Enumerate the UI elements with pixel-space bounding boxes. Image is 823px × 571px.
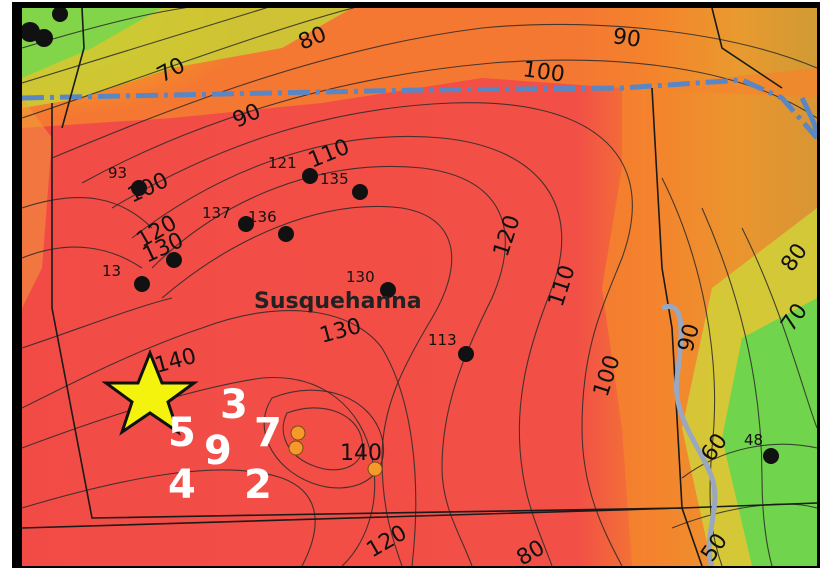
station-label: 136 <box>248 208 277 226</box>
station-label: 93 <box>108 164 127 182</box>
contour-lines <box>22 8 817 566</box>
station-dot <box>238 216 254 232</box>
contour-label: 90 <box>611 24 642 53</box>
contour-label: 100 <box>521 57 566 88</box>
station-dot-orange <box>367 461 383 477</box>
site-number: 5 <box>168 410 196 456</box>
stations: 93 121 135 137 136 13 130 113 48 <box>102 154 779 477</box>
state-boundary-dashed <box>22 77 817 140</box>
station-dot <box>352 184 368 200</box>
map-blob <box>35 29 53 47</box>
star-icon <box>101 348 199 436</box>
site-number: 3 <box>220 382 248 428</box>
station-dot <box>763 448 779 464</box>
station-dot <box>278 226 294 242</box>
station-label: 13 <box>102 262 121 280</box>
contour-map: 70 80 90 90 100 100 110 120 130 140 120 … <box>22 8 817 566</box>
station-dot <box>302 168 318 184</box>
site-number: 9 <box>204 428 232 474</box>
site-number: 7 <box>254 410 282 456</box>
station-label: 121 <box>268 154 297 172</box>
site-number: 2 <box>244 462 272 508</box>
station-label: 113 <box>428 331 457 349</box>
station-label: 137 <box>202 204 231 222</box>
field-green-northwest <box>22 8 162 78</box>
station-dot-orange <box>288 440 304 456</box>
county-label: Susquehanna <box>254 289 422 314</box>
map-canvas: 70 80 90 90 100 100 110 120 130 140 120 … <box>22 8 817 566</box>
station-label: 48 <box>744 431 763 449</box>
station-dot <box>380 282 396 298</box>
county-boundaries <box>22 8 817 566</box>
station-dot <box>458 346 474 362</box>
field-green-east <box>722 298 817 566</box>
station-label: 130 <box>346 268 375 286</box>
station-dot-orange <box>290 425 306 441</box>
site-numbers: 3 5 7 9 4 2 <box>168 382 282 508</box>
map-blob <box>52 8 68 22</box>
station-dot <box>131 180 147 196</box>
site-number: 4 <box>168 462 196 508</box>
station-dot <box>166 252 182 268</box>
station-label: 135 <box>320 170 349 188</box>
river <box>661 304 718 566</box>
station-dot <box>134 276 150 292</box>
river-northeast <box>799 96 817 139</box>
